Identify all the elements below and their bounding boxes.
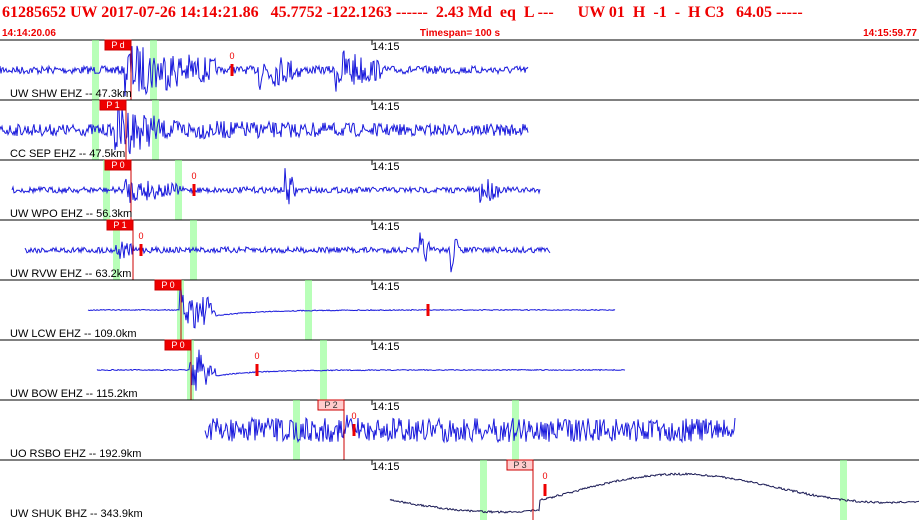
pick-band <box>150 40 157 100</box>
waveform <box>204 414 736 444</box>
time-label: 14:15 <box>372 401 400 413</box>
phase-label: P 3 <box>513 460 526 470</box>
trace-label: UW SHW EHZ -- 47.3km <box>10 88 132 100</box>
start-time: 14:14:20.06 <box>2 28 56 39</box>
time-label: 14:15 <box>372 41 400 53</box>
waveform <box>0 45 529 97</box>
pick-band <box>152 100 159 160</box>
trace-label: UW LCW EHZ -- 109.0km <box>10 328 137 340</box>
trace-label: UW WPO EHZ -- 56.3km <box>10 208 132 220</box>
pick-band <box>92 40 99 100</box>
marker-label: 0 <box>138 231 143 241</box>
marker <box>255 364 259 376</box>
time-label: 14:15 <box>372 221 400 233</box>
trace-label: UW BOW EHZ -- 115.2km <box>10 388 138 400</box>
phase-label: P 1 <box>113 220 126 230</box>
trace-label: CC SEP EHZ -- 47.5km <box>10 148 125 160</box>
phase-label: P 0 <box>161 280 174 290</box>
time-label: 14:15 <box>372 341 400 353</box>
trace-label: UW SHUK BHZ -- 343.9km <box>10 508 143 520</box>
pick-band <box>480 460 487 520</box>
waveform <box>24 232 551 273</box>
marker <box>426 304 430 316</box>
marker <box>352 424 356 436</box>
marker-label: 0 <box>254 351 259 361</box>
marker-label: 0 <box>542 471 547 481</box>
time-label: 14:15 <box>372 281 400 293</box>
time-label: 14:15 <box>372 161 400 173</box>
marker <box>192 184 196 196</box>
event-header: 61285652 UW 2017-07-26 14:14:21.86 45.77… <box>2 4 803 21</box>
timespan: Timespan= 100 s <box>420 28 501 39</box>
waveform <box>87 286 616 329</box>
phase-label: P 0 <box>111 160 124 170</box>
pick-band <box>840 460 847 520</box>
marker <box>139 244 143 256</box>
phase-label: P 0 <box>171 340 184 350</box>
phase-label: P d <box>111 40 124 50</box>
pick-band <box>305 280 312 340</box>
marker-label: 0 <box>191 171 196 181</box>
waveform <box>389 472 919 514</box>
trace-label: UW RVW EHZ -- 63.2km <box>10 268 131 280</box>
trace-label: UO RSBO EHZ -- 192.9km <box>10 448 141 460</box>
waveform <box>96 349 626 391</box>
marker-label: 0 <box>351 411 356 421</box>
time-label: 14:15 <box>372 461 400 473</box>
waveform <box>11 168 541 205</box>
phase-label: P 1 <box>106 100 119 110</box>
time-label: 14:15 <box>372 101 400 113</box>
end-time: 14:15:59.77 <box>863 28 917 39</box>
pick-band <box>175 160 182 220</box>
marker <box>543 484 547 496</box>
waveform <box>0 101 529 155</box>
marker <box>230 64 234 76</box>
marker-label: 0 <box>229 51 234 61</box>
phase-label: P 2 <box>324 400 337 410</box>
pick-band <box>512 400 519 460</box>
